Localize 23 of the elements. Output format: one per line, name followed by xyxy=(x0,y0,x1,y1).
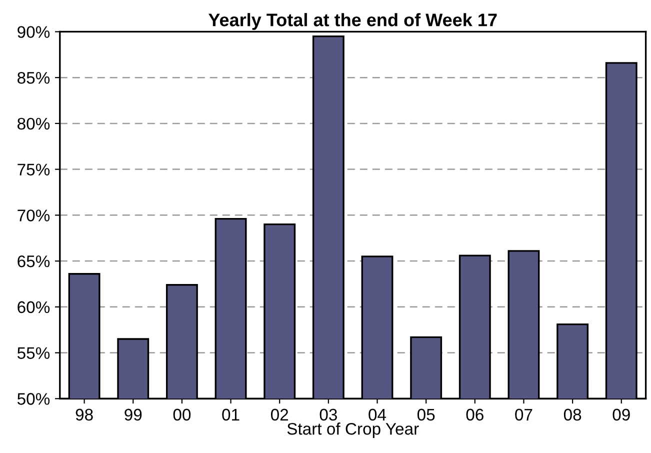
x-tick-label: 03 xyxy=(320,408,337,421)
y-tick-label: 70% xyxy=(18,210,50,222)
x-tick-label: 05 xyxy=(417,408,435,421)
y-tick-label: 50% xyxy=(17,393,50,405)
x-tick-label: 07 xyxy=(515,408,532,421)
x-tick-label: 98 xyxy=(76,408,93,421)
y-tick-label: 90% xyxy=(18,26,50,38)
x-tick-label: 06 xyxy=(466,408,484,421)
y-tick-label: 85% xyxy=(18,72,50,84)
x-tick-label: 00 xyxy=(173,408,191,421)
y-tick-label: 80% xyxy=(18,118,50,130)
y-tick-label: 55% xyxy=(17,347,50,359)
x-tick-label: 02 xyxy=(270,408,288,421)
x-tick-label: 04 xyxy=(368,408,386,421)
x-tick-label: 99 xyxy=(124,408,142,421)
x-tick-label: 08 xyxy=(564,408,582,421)
x-tick-label: 09 xyxy=(612,408,630,421)
y-tick-label: 65% xyxy=(18,255,50,268)
x-axis-title: Start of Crop Year xyxy=(287,422,419,438)
y-tick-label: 75% xyxy=(18,164,50,176)
x-tick-label: 01 xyxy=(222,408,240,421)
chart-title: Yearly Total at the end of Week 17 xyxy=(208,13,497,30)
y-tick-label: 60% xyxy=(18,301,50,314)
